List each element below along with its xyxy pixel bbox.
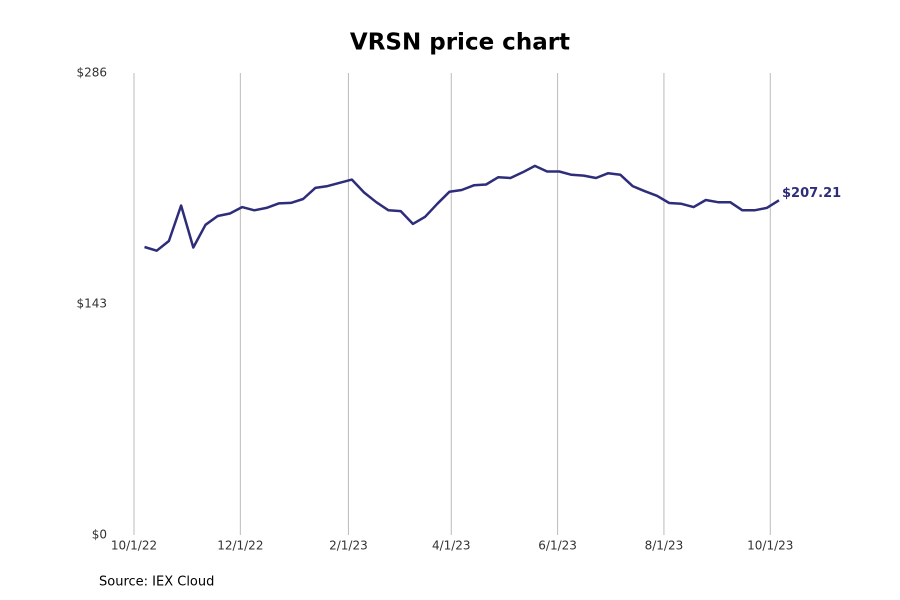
value-label: $207.21 bbox=[782, 186, 841, 201]
x-tick-label: 4/1/23 bbox=[432, 539, 471, 553]
y-tick-label: $0 bbox=[92, 528, 107, 542]
x-tick-label: 12/1/22 bbox=[217, 539, 263, 553]
source-note: Source: IEX Cloud bbox=[99, 575, 214, 590]
x-tick-label: 10/1/23 bbox=[747, 539, 793, 553]
price-line bbox=[144, 164, 780, 252]
x-tick-label: 10/1/22 bbox=[111, 539, 157, 553]
y-tick-label: $143 bbox=[76, 297, 107, 311]
x-tick-label: 8/1/23 bbox=[645, 539, 684, 553]
x-tick-label: 2/1/23 bbox=[329, 539, 368, 553]
chart-title: VRSN price chart bbox=[350, 30, 570, 56]
x-tick-label: 6/1/23 bbox=[538, 539, 577, 553]
y-tick-label: $286 bbox=[76, 66, 107, 80]
